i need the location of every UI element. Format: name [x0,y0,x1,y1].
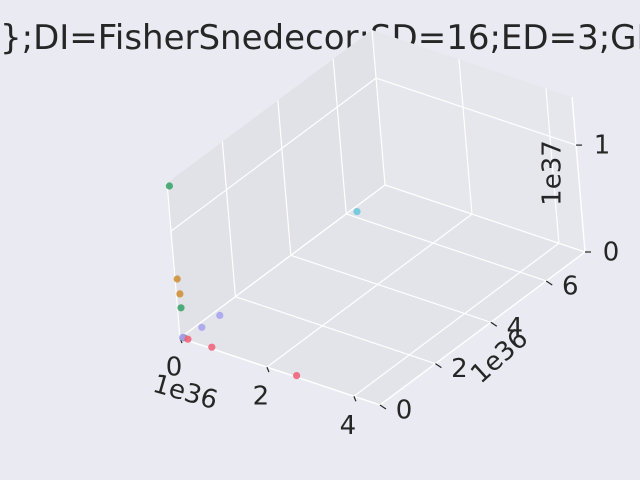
data-point [184,335,192,343]
y-axis-line [379,251,586,406]
data-point [176,290,184,298]
z-axis-line [571,96,586,253]
gridline-x [545,88,560,244]
x-tick-mark [266,366,270,373]
gridline-z [375,77,577,146]
y-tick-mark [490,321,498,327]
y-tick-mark [379,404,387,410]
data-point [198,323,206,331]
floor-pane [180,185,585,405]
gridline-x [371,29,386,186]
gridline-y [346,213,547,282]
data-point [208,343,216,351]
left-pane [167,30,385,338]
gridlines [166,29,586,406]
z-tick-label: 1 [594,131,611,161]
gridline-x [266,213,473,368]
y-tick-mark [545,280,553,286]
gridline-z [170,77,377,232]
gridline-y [290,254,492,323]
gridline-z [179,184,386,339]
y-tick-label: 2 [451,354,468,384]
z-offset-label: 1e37 [538,140,568,206]
y-tick-label: 0 [396,396,413,426]
gridline-x [353,242,560,397]
y-tick-mark [435,363,442,369]
gridline-y [277,100,292,256]
gridline-y [221,141,237,297]
y-tick-label: 6 [562,271,579,301]
x-tick-label: 2 [253,382,270,412]
x-tick-label: 0 [166,353,183,383]
gridline-y [166,182,181,339]
back-pane [372,30,585,252]
chart-title: };DI=FisherSnedecor;SD=16;ED=3;GM [0,18,640,58]
tick-marks [179,144,591,410]
z-tick-label: 0 [603,238,620,268]
data-point [353,208,361,216]
data-point [165,182,173,190]
gridline-y [235,296,436,365]
data-point [173,275,181,283]
gridline-y [332,58,347,214]
axis-panes [167,30,585,405]
data-point [177,304,185,312]
y-tick-label: 4 [507,313,524,343]
gridline-z [384,184,586,253]
data-point [216,311,224,319]
data-point [293,372,301,380]
x-tick-label: 4 [340,411,357,441]
data-points [165,182,361,380]
gridline-x [458,59,473,215]
x-tick-mark [353,396,357,402]
